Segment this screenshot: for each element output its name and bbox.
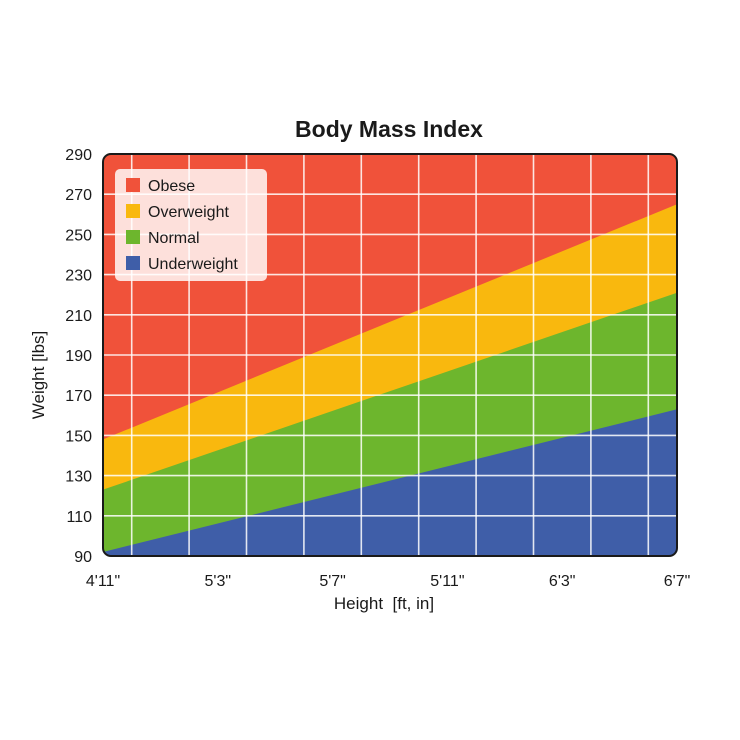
x-tick-label: 6'7" bbox=[664, 573, 691, 590]
legend-label-underweight: Underweight bbox=[148, 256, 238, 273]
y-tick-label: 230 bbox=[65, 268, 92, 285]
legend-swatch-underweight bbox=[126, 256, 140, 270]
y-tick-label: 190 bbox=[65, 348, 92, 365]
y-tick-label: 270 bbox=[65, 187, 92, 204]
y-tick-label: 110 bbox=[66, 509, 92, 526]
y-axis-label: Weight [lbs] bbox=[29, 331, 48, 420]
legend-label-obese: Obese bbox=[148, 178, 195, 195]
plot-area bbox=[103, 154, 677, 556]
chart-title: Body Mass Index bbox=[295, 116, 483, 142]
x-tick-label: 6'3" bbox=[549, 573, 576, 590]
legend-swatch-obese bbox=[126, 178, 140, 192]
x-tick-label: 4'11" bbox=[86, 573, 120, 590]
legend-swatch-normal bbox=[126, 230, 140, 244]
plot-border bbox=[102, 153, 678, 557]
x-tick-label: 5'11" bbox=[430, 573, 464, 590]
legend-label-overweight: Overweight bbox=[148, 204, 229, 221]
y-tick-label: 150 bbox=[65, 428, 92, 445]
legend: Obese Overweight Normal Underweight bbox=[115, 169, 267, 281]
y-tick-label: 290 bbox=[65, 147, 92, 164]
y-tick-label: 250 bbox=[65, 227, 92, 244]
x-axis-ticks: 4'11" 5'3" 5'7" 5'11" 6'3" 6'7" bbox=[86, 573, 690, 590]
y-axis-ticks: 90 110 130 150 170 190 210 230 250 270 290 bbox=[65, 147, 92, 566]
legend-box bbox=[115, 169, 267, 281]
y-tick-label: 170 bbox=[65, 388, 92, 405]
legend-swatch-overweight bbox=[126, 204, 140, 218]
x-axis-label: Height [ft, in] bbox=[334, 594, 434, 613]
x-tick-label: 5'3" bbox=[205, 573, 232, 590]
y-tick-label: 130 bbox=[65, 469, 92, 486]
x-tick-label: 5'7" bbox=[319, 573, 346, 590]
legend-label-normal: Normal bbox=[148, 230, 200, 247]
y-tick-label: 210 bbox=[65, 308, 92, 325]
y-tick-label: 90 bbox=[74, 549, 92, 566]
